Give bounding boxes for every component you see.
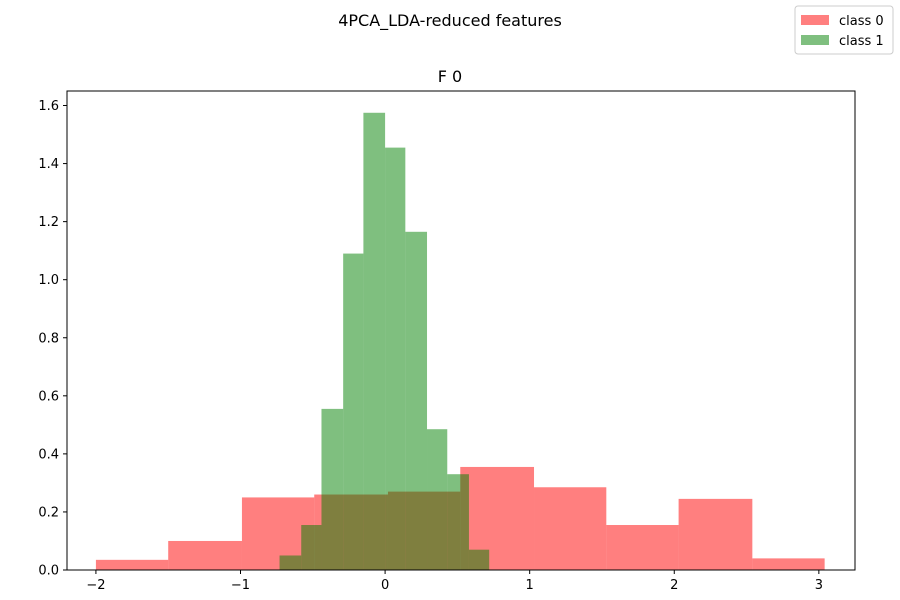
legend-label: class 1 bbox=[839, 34, 884, 49]
x-tick-label: 2 bbox=[670, 578, 678, 593]
histogram-bar bbox=[343, 253, 364, 570]
histogram-bar bbox=[606, 525, 679, 570]
figure-suptitle: 4PCA_LDA-reduced features bbox=[338, 11, 562, 31]
histogram-bar bbox=[427, 429, 448, 570]
histogram-bar bbox=[301, 525, 322, 570]
y-tick-label: 1.2 bbox=[38, 215, 59, 230]
histogram-bar bbox=[168, 540, 242, 570]
histogram-bar bbox=[678, 498, 753, 570]
y-tick-label: 1.0 bbox=[38, 273, 59, 288]
x-tick-label: 3 bbox=[815, 578, 823, 593]
y-tick-label: 0.2 bbox=[38, 505, 59, 520]
y-tick-label: 0.0 bbox=[38, 564, 59, 579]
x-tick-label: −2 bbox=[86, 578, 105, 593]
histogram-bar bbox=[534, 487, 607, 570]
chart-title: F 0 bbox=[438, 67, 462, 86]
histogram-bar bbox=[385, 147, 406, 571]
histogram-bar bbox=[363, 112, 386, 570]
y-tick-label: 0.6 bbox=[38, 389, 59, 404]
y-tick-label: 0.8 bbox=[38, 331, 59, 346]
histogram-bar bbox=[279, 555, 302, 570]
x-tick-label: 1 bbox=[526, 578, 534, 593]
y-tick-label: 1.6 bbox=[38, 99, 59, 114]
histogram-bar bbox=[95, 559, 169, 570]
legend-swatch bbox=[801, 35, 829, 45]
x-tick-label: 0 bbox=[381, 578, 389, 593]
legend: class 0 class 1 bbox=[794, 5, 894, 55]
bars-layer bbox=[95, 112, 825, 571]
y-tick-label: 1.4 bbox=[38, 157, 59, 172]
histogram-bar bbox=[468, 549, 490, 570]
histogram-bar bbox=[405, 231, 428, 570]
series-class-1 bbox=[279, 112, 490, 571]
legend-swatch bbox=[801, 15, 829, 25]
histogram-bar bbox=[447, 474, 469, 570]
axes-layer: −2 −1 0 1 2 3 0.0 0.2 0.4 0.6 0.8 1.0 1.2 1.4 1.6 bbox=[38, 90, 856, 593]
axes-frame bbox=[66, 90, 856, 571]
histogram-bar bbox=[752, 558, 825, 570]
histogram-bar bbox=[321, 408, 344, 570]
x-tick-label: −1 bbox=[231, 578, 250, 593]
y-tick-label: 0.4 bbox=[38, 447, 59, 462]
legend-label: class 0 bbox=[839, 14, 884, 29]
